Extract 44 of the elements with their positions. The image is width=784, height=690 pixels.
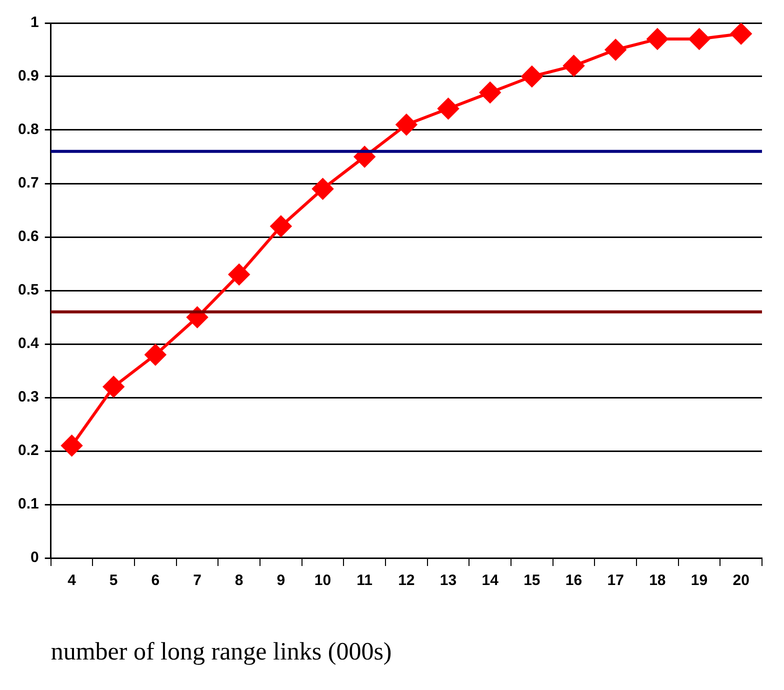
- point: [438, 98, 459, 120]
- point: [688, 28, 710, 50]
- y-tick-label: 0.4: [18, 335, 40, 352]
- y-tick-label: 0.8: [18, 121, 39, 138]
- x-tick-label: 8: [234, 572, 244, 590]
- x-tick-label: 10: [314, 572, 332, 590]
- y-tick-label: 0.2: [18, 442, 39, 460]
- y-tick-label: 0.6: [18, 228, 39, 246]
- point: [144, 344, 166, 366]
- point: [605, 39, 626, 60]
- point: [730, 23, 752, 44]
- y-tick-label: 1: [30, 14, 39, 32]
- x-axis-title: number of long range links (000s): [50, 638, 392, 666]
- y-tick-label: 0.9: [18, 68, 39, 85]
- x-tick-label: 6: [151, 572, 160, 590]
- x-tick-label: 12: [398, 572, 415, 590]
- x-tick-label: 19: [690, 572, 708, 590]
- point: [563, 55, 584, 76]
- point: [270, 216, 292, 237]
- x-tick-label: 14: [482, 572, 500, 590]
- x-tick-label: 13: [440, 572, 457, 590]
- x-tick-label: 7: [193, 572, 202, 590]
- x-tick-label: 15: [524, 572, 540, 590]
- x-tick-label: 17: [607, 572, 624, 590]
- y-tick-label: 0.3: [18, 388, 39, 406]
- x-tick-label: 16: [565, 572, 582, 590]
- y-tick-label: 0: [30, 549, 39, 566]
- x-tick-label: 5: [109, 572, 118, 590]
- point: [228, 264, 250, 285]
- x-tick-label: 9: [276, 572, 286, 590]
- point: [646, 28, 668, 50]
- point: [521, 66, 542, 87]
- point: [312, 178, 334, 200]
- point: [480, 82, 501, 104]
- y-tick-label: 0.1: [18, 496, 39, 513]
- y-tick-label: 0.5: [18, 282, 39, 299]
- x-tick-label: 11: [356, 572, 373, 590]
- x-tick-label: 4: [68, 572, 77, 590]
- point: [396, 114, 417, 136]
- point: [103, 376, 124, 398]
- y-tick-label: 0.7: [18, 174, 39, 192]
- point: [61, 435, 82, 456]
- x-tick-label: 20: [732, 572, 750, 590]
- x-tick-label: 18: [649, 572, 666, 590]
